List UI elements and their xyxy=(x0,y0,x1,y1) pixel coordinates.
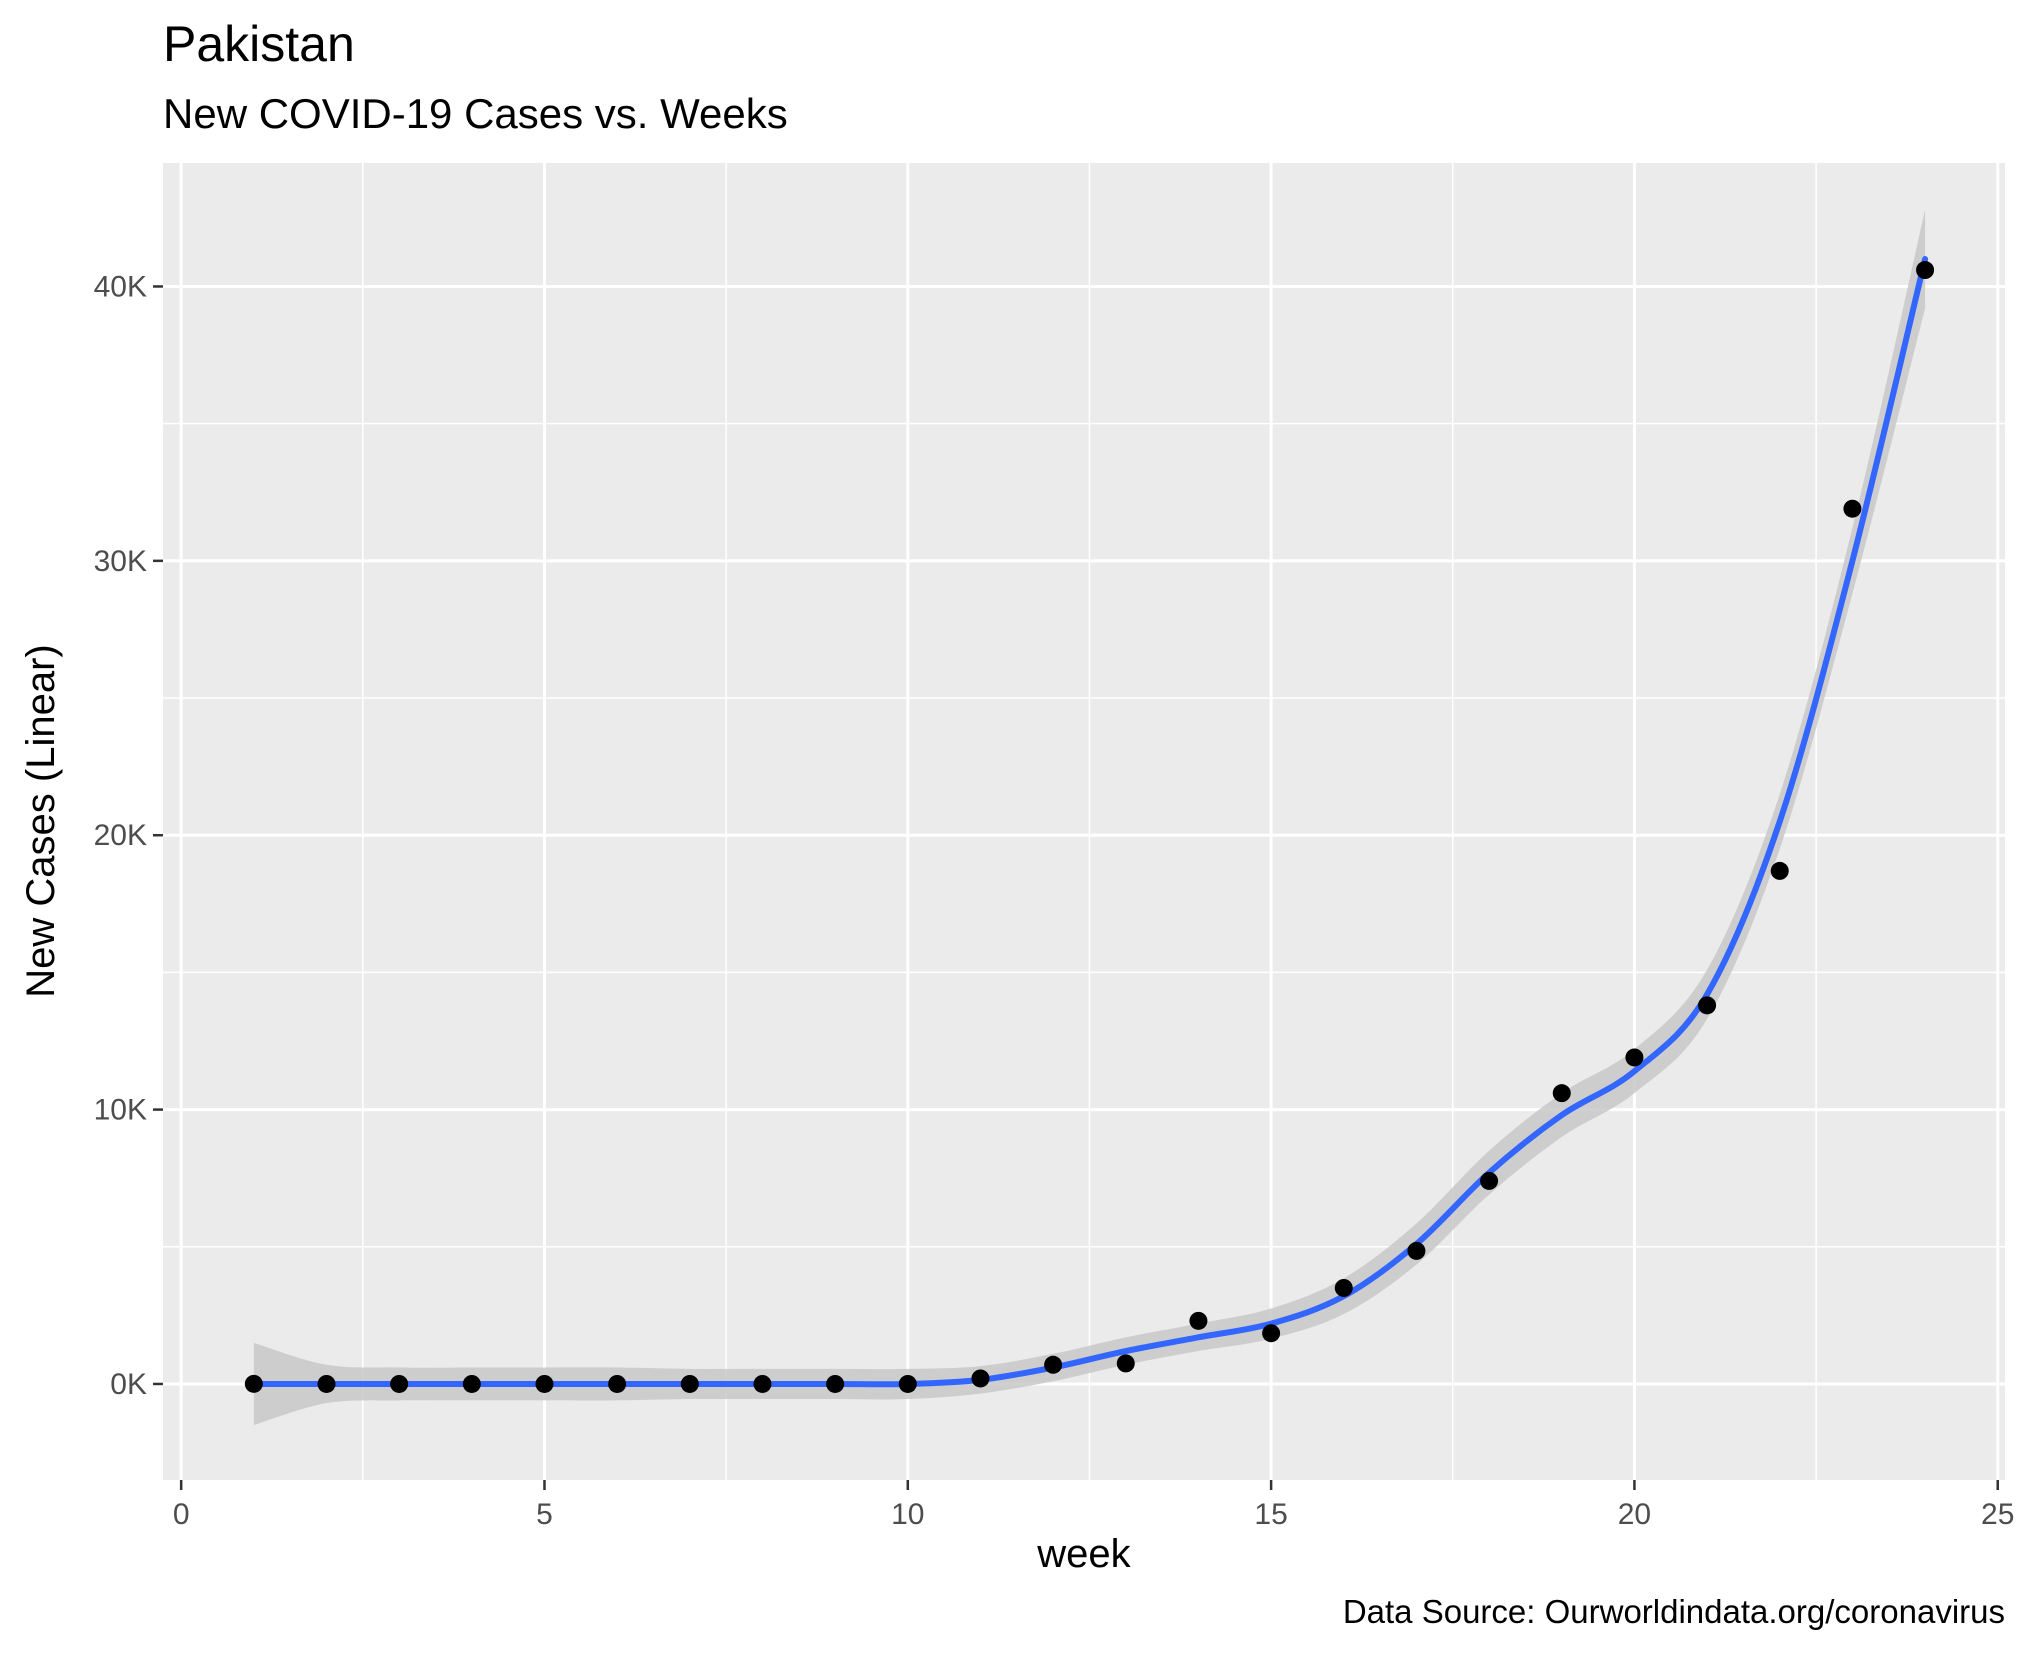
y-tick-label: 40K xyxy=(94,270,147,303)
data-points xyxy=(244,261,1935,1393)
data-point xyxy=(462,1374,481,1393)
chart-title: Pakistan xyxy=(163,16,355,72)
x-tick-label: 20 xyxy=(1618,1498,1651,1531)
data-point xyxy=(1552,1084,1571,1103)
data-point xyxy=(535,1374,554,1393)
data-point xyxy=(753,1374,772,1393)
y-tick-label: 10K xyxy=(94,1094,147,1127)
data-point xyxy=(1262,1324,1281,1343)
grid-lines xyxy=(163,163,2005,1480)
y-axis-title: New Cases (Linear) xyxy=(19,644,63,997)
data-point xyxy=(1116,1354,1135,1373)
data-point xyxy=(1407,1241,1426,1260)
y-tick-label: 30K xyxy=(94,545,147,578)
y-tick-label: 0K xyxy=(110,1368,147,1401)
chart-subtitle: New COVID-19 Cases vs. Weeks xyxy=(163,90,788,137)
data-source-caption: Data Source: Ourworldindata.org/coronavi… xyxy=(1342,1593,2005,1630)
data-point xyxy=(1044,1355,1063,1374)
data-point xyxy=(390,1374,409,1393)
data-point xyxy=(317,1374,336,1393)
data-point xyxy=(1480,1171,1499,1190)
axes: 0 5 10 15 20 25 0K 10K 20K 30K 40K xyxy=(94,270,2015,1531)
x-tick-label: 15 xyxy=(1254,1498,1287,1531)
y-tick-label: 20K xyxy=(94,819,147,852)
data-point xyxy=(1625,1048,1644,1067)
data-point xyxy=(244,1374,263,1393)
data-point xyxy=(826,1374,845,1393)
smooth-line xyxy=(250,256,1929,1388)
x-axis-title: week xyxy=(1036,1532,1131,1576)
data-point xyxy=(1698,996,1717,1015)
data-point xyxy=(1189,1311,1208,1330)
x-tick-label: 25 xyxy=(1981,1498,2014,1531)
data-point xyxy=(680,1374,699,1393)
plot-panel xyxy=(163,163,2005,1480)
data-point xyxy=(1916,261,1935,280)
smooth-fit-line xyxy=(250,256,1929,1388)
data-point xyxy=(608,1374,627,1393)
x-tick-label: 10 xyxy=(891,1498,924,1531)
data-point xyxy=(1334,1278,1353,1297)
data-point xyxy=(971,1369,990,1388)
data-point xyxy=(1843,499,1862,518)
x-tick-label: 5 xyxy=(536,1498,553,1531)
data-point xyxy=(898,1374,917,1393)
data-point xyxy=(1770,861,1789,880)
x-tick-label: 0 xyxy=(173,1498,190,1531)
